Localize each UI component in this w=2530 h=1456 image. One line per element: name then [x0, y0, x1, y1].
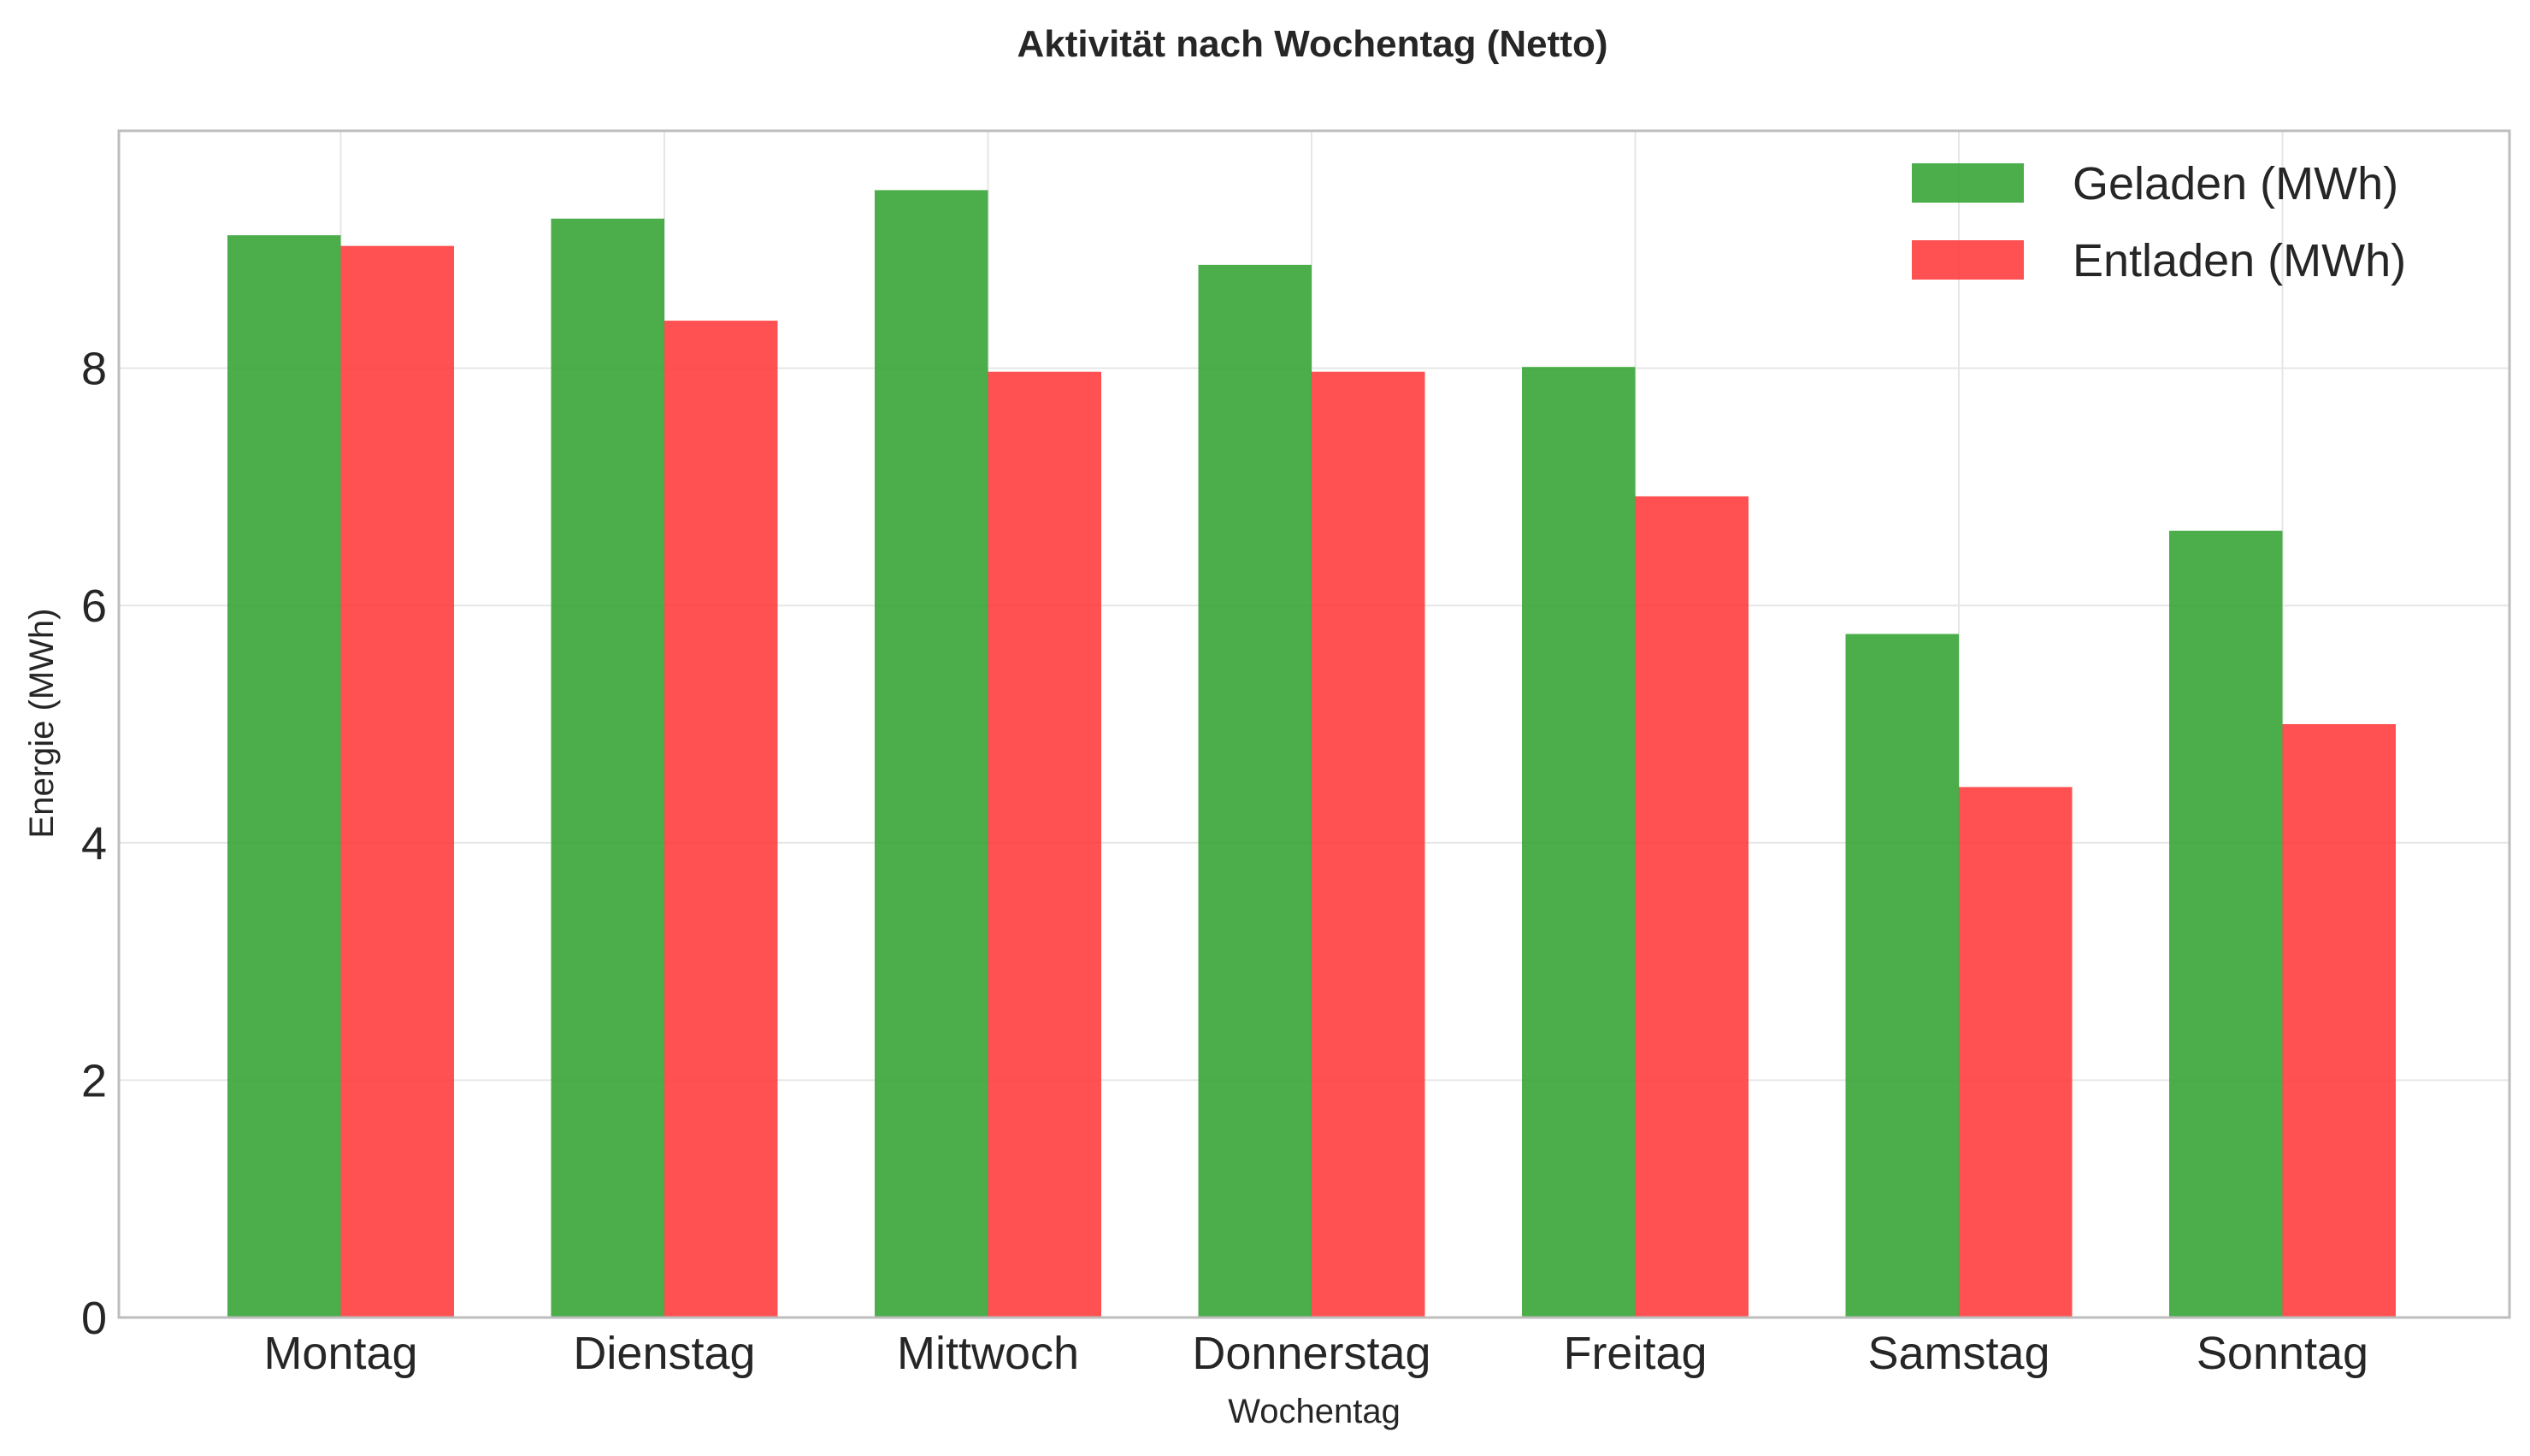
- y-axis-label: Energie (MWh): [23, 609, 61, 839]
- plot-frame: [117, 129, 2511, 1319]
- bar-geladen: [227, 235, 341, 1317]
- legend-swatch: [1912, 240, 2024, 280]
- y-tick-label: 0: [81, 1293, 107, 1344]
- x-axis-label: Wochentag: [1228, 1393, 1401, 1430]
- bar-geladen: [875, 190, 988, 1317]
- bar-geladen: [2169, 530, 2283, 1317]
- bar-geladen: [1198, 264, 1312, 1317]
- x-tick-label: Mittwoch: [897, 1328, 1079, 1379]
- y-tick-label: 6: [81, 581, 107, 632]
- y-tick-label: 8: [81, 344, 107, 395]
- bar-entladen: [1635, 496, 1749, 1317]
- y-axis-ticks: 0 2 4 6 8: [81, 344, 107, 1344]
- x-tick-label: Sonntag: [2197, 1328, 2368, 1379]
- y-tick-label: 2: [81, 1055, 107, 1106]
- bar-entladen: [340, 245, 454, 1317]
- bar-entladen: [1959, 787, 2073, 1317]
- legend-label: Geladen (MWh): [2073, 158, 2398, 209]
- y-tick-label: 4: [81, 818, 107, 869]
- bar-geladen: [1522, 367, 1636, 1317]
- bar-entladen: [1312, 371, 1425, 1317]
- bar-entladen: [2282, 724, 2396, 1317]
- x-tick-label: Dienstag: [573, 1328, 755, 1379]
- x-tick-label: Samstag: [1867, 1328, 2049, 1379]
- x-axis-ticks: Montag Dienstag Mittwoch Donnerstag Freitag S…: [263, 1328, 2368, 1379]
- bar-entladen: [988, 371, 1101, 1317]
- legend-swatch: [1912, 163, 2024, 203]
- bars: [227, 190, 2396, 1318]
- bar-geladen: [1845, 634, 1959, 1317]
- legend: Geladen (MWh) Entladen (MWh): [1912, 158, 2406, 286]
- bar-entladen: [664, 321, 778, 1318]
- chart-title: Aktivität nach Wochentag (Netto): [1017, 23, 1607, 65]
- x-tick-label: Montag: [263, 1328, 417, 1379]
- bar-geladen: [551, 218, 664, 1317]
- x-tick-label: Freitag: [1563, 1328, 1707, 1379]
- legend-label: Entladen (MWh): [2073, 235, 2406, 286]
- x-tick-label: Donnerstag: [1192, 1328, 1430, 1379]
